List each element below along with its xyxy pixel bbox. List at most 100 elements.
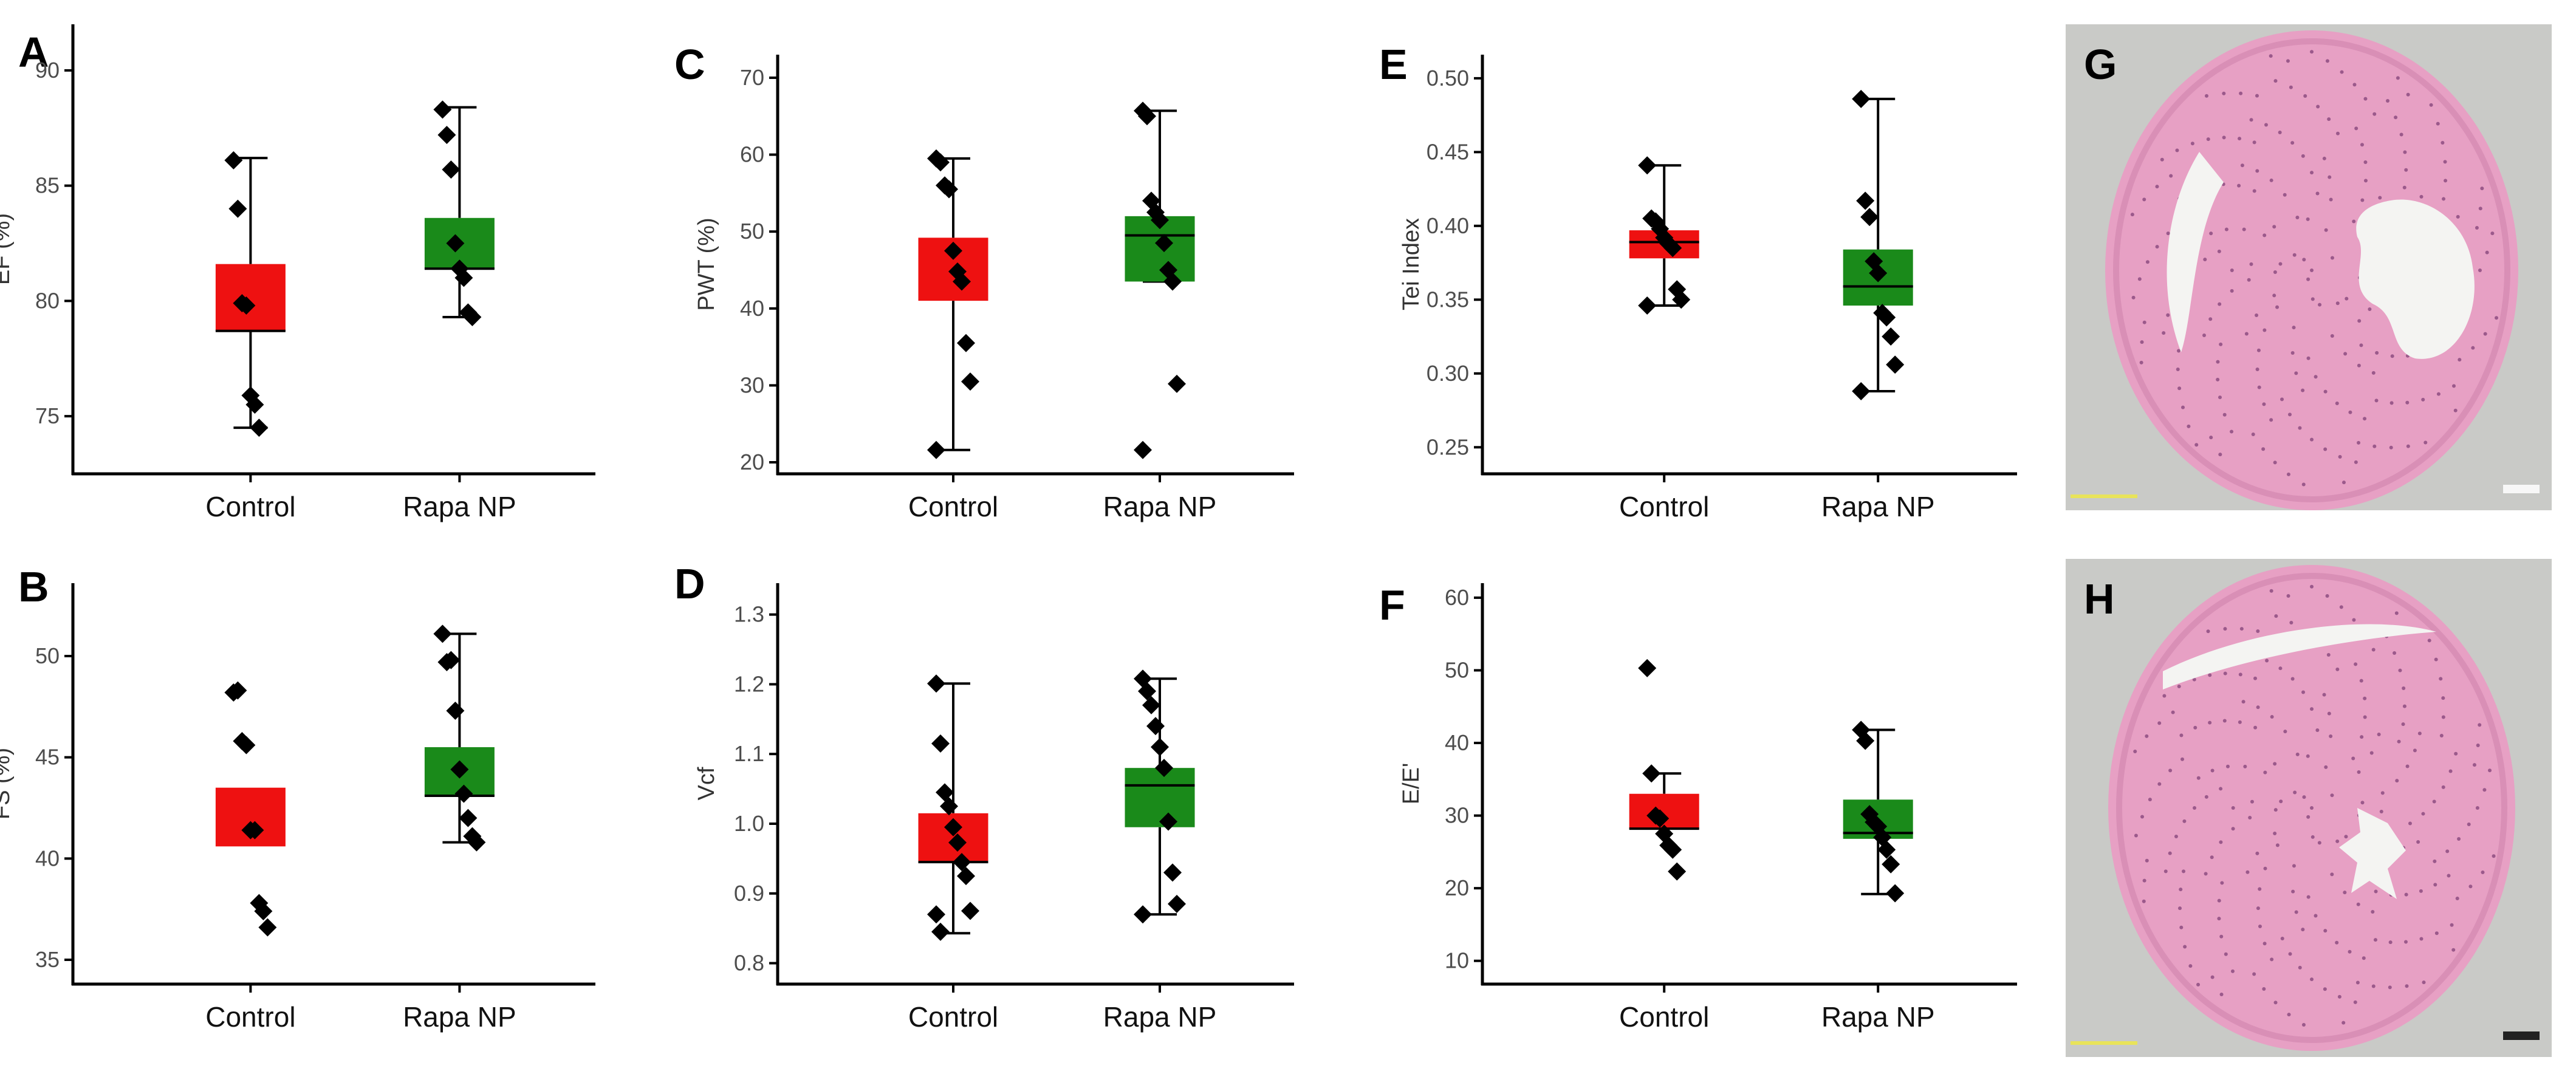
nucleus-speck <box>2243 764 2247 768</box>
nucleus-speck <box>2375 351 2379 355</box>
nucleus-speck <box>2478 268 2482 272</box>
nucleus-speck <box>2326 653 2331 657</box>
nucleus-speck <box>2397 739 2401 744</box>
nucleus-speck <box>2389 401 2394 405</box>
nucleus-speck <box>2303 94 2307 98</box>
nucleus-speck <box>2301 690 2306 694</box>
nucleus-speck <box>2256 906 2260 911</box>
cavity-crack <box>2163 624 2436 689</box>
x-tick-label: Control <box>1619 491 1709 522</box>
y-tick-label: 80 <box>35 288 60 313</box>
data-point <box>931 153 950 172</box>
nucleus-speck <box>2263 942 2267 946</box>
nucleus-speck <box>2273 808 2278 812</box>
y-tick-label: 60 <box>1445 585 1469 610</box>
data-point <box>245 395 264 414</box>
nucleus-speck <box>2335 940 2339 945</box>
nucleus-speck <box>2179 733 2184 737</box>
box-control <box>918 149 988 459</box>
nucleus-speck <box>2302 795 2306 799</box>
nucleus-speck <box>2360 735 2364 739</box>
nucleus-speck <box>2369 751 2374 755</box>
nucleus-speck <box>2302 258 2306 262</box>
nucleus-speck <box>2272 293 2276 298</box>
nucleus-speck <box>2289 85 2293 89</box>
nucleus-speck <box>2252 140 2256 145</box>
nucleus-speck <box>2169 174 2173 178</box>
nucleus-speck <box>2475 225 2479 230</box>
nucleus-speck <box>2222 135 2226 140</box>
data-point <box>1159 812 1177 831</box>
nucleus-speck <box>2386 99 2390 103</box>
nucleus-speck <box>2145 260 2150 264</box>
box-control <box>1629 658 1699 881</box>
nucleus-speck <box>2264 123 2268 127</box>
nucleus-speck <box>2257 385 2261 389</box>
data-point <box>1852 89 1871 108</box>
nucleus-speck <box>2162 694 2167 698</box>
nucleus-speck <box>2301 388 2305 392</box>
nucleus-speck <box>2471 346 2475 350</box>
nucleus-speck <box>2187 424 2191 428</box>
nucleus-speck <box>2210 975 2215 979</box>
nucleus-speck <box>2273 831 2277 835</box>
nucleus-speck <box>2177 906 2182 911</box>
nucleus-speck <box>2290 351 2295 355</box>
nucleus-speck <box>2362 956 2366 960</box>
nucleus-speck <box>2454 751 2458 756</box>
data-point <box>961 901 979 920</box>
y-tick-label: 0.8 <box>734 951 764 976</box>
nucleus-speck <box>2433 883 2437 887</box>
nucleus-speck <box>2256 705 2260 710</box>
nucleus-speck <box>2174 834 2178 838</box>
nucleus-speck <box>2286 59 2290 63</box>
nucleus-speck <box>2231 806 2235 810</box>
nucleus-speck <box>2208 673 2212 677</box>
y-tick-label: 20 <box>1445 875 1469 900</box>
y-tick-label: 50 <box>740 219 764 244</box>
y-tick-label: 35 <box>35 947 60 972</box>
data-point <box>1856 731 1875 750</box>
data-point <box>1882 855 1900 874</box>
nucleus-speck <box>2239 91 2243 95</box>
nucleus-speck <box>2157 721 2162 725</box>
chart-panel-c: C 20 30 40 50 60 70 PWT (%) Control Rapa NP <box>674 41 1294 522</box>
nucleus-speck <box>2289 620 2293 624</box>
nucleus-speck <box>2363 179 2368 183</box>
nucleus-speck <box>2145 734 2149 738</box>
nucleus-speck <box>2196 776 2201 780</box>
nucleus-speck <box>2325 594 2329 598</box>
x-tick-label: Rapa NP <box>1103 1001 1217 1033</box>
nucleus-speck <box>2182 869 2186 874</box>
nucleus-speck <box>2329 197 2333 202</box>
nucleus-speck <box>2456 214 2460 219</box>
nucleus-speck <box>2265 658 2269 663</box>
y-tick-label: 20 <box>740 450 764 474</box>
nucleus-speck <box>2448 769 2453 773</box>
nucleus-speck <box>2163 869 2168 874</box>
nucleus-speck <box>2310 584 2314 589</box>
nucleus-speck <box>2245 870 2250 874</box>
nucleus-speck <box>2134 833 2138 838</box>
data-point <box>931 734 950 753</box>
nucleus-speck <box>2441 715 2445 719</box>
data-point <box>953 853 971 872</box>
y-tick-label: 0.40 <box>1427 213 1469 238</box>
nucleus-speck <box>2193 806 2197 810</box>
nucleus-speck <box>2294 371 2298 375</box>
nucleus-speck <box>2306 277 2311 281</box>
nucleus-speck <box>2390 354 2394 358</box>
nucleus-speck <box>2344 835 2348 839</box>
nucleus-speck <box>2273 460 2277 465</box>
panel-letter: H <box>2084 575 2115 623</box>
nucleus-speck <box>2263 328 2267 332</box>
y-tick-label: 0.25 <box>1427 434 1469 459</box>
nucleus-speck <box>2293 790 2297 795</box>
nucleus-speck <box>2401 722 2405 727</box>
nucleus-speck <box>2180 757 2185 761</box>
nucleus-speck <box>2444 179 2448 183</box>
y-axis-title: Vcf <box>694 767 719 800</box>
nucleus-speck <box>2389 445 2393 450</box>
nucleus-speck <box>2314 914 2318 918</box>
box-iqr <box>1125 768 1195 827</box>
